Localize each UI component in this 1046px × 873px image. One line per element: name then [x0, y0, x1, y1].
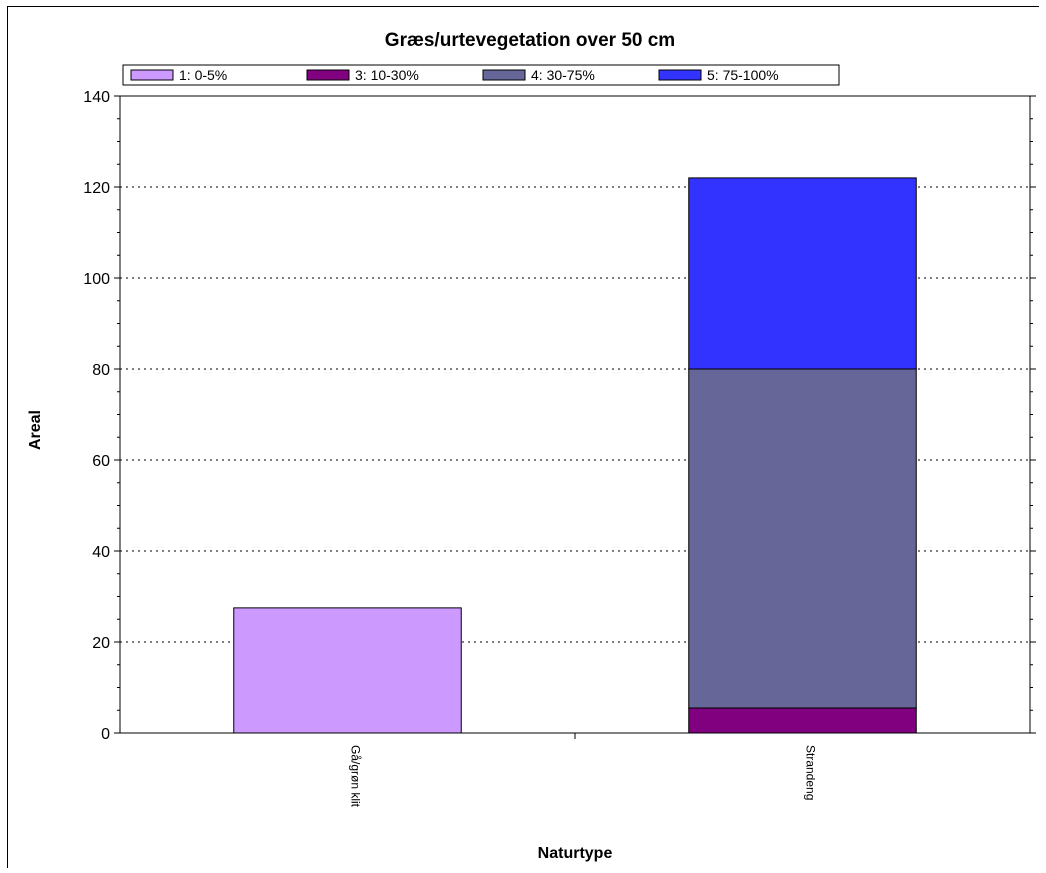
legend-swatch: [306, 69, 350, 81]
x-axis-title: Naturtype: [538, 845, 613, 862]
bar-segment: [688, 707, 917, 734]
y-tick-label: 0: [101, 726, 110, 743]
legend-label: 5: 75-100%: [707, 67, 779, 83]
legend-label: 4: 30-75%: [531, 67, 595, 83]
y-tick-label: 60: [92, 453, 110, 470]
legend-label: 3: 10-30%: [355, 67, 419, 83]
y-tick-label: 100: [83, 271, 110, 288]
y-tick-label: 120: [83, 180, 110, 197]
bars: [233, 177, 917, 734]
x-category-label: Strandeng: [804, 745, 818, 800]
legend-swatch: [482, 69, 526, 81]
x-category-labels: Gå/grøn klit Strandeng: [349, 733, 818, 808]
y-tick-label: 80: [92, 362, 110, 379]
bar-segment: [233, 607, 462, 734]
y-tick-label: 40: [92, 544, 110, 561]
y-tick-label: 20: [92, 635, 110, 652]
y-axis-title: Areal: [27, 410, 44, 450]
legend-swatch: [130, 69, 174, 81]
bar-segment: [688, 368, 917, 709]
legend: 1: 0-5% 3: 10-30% 4: 30-75% 5: 75-100%: [122, 64, 840, 86]
x-category-label: Gå/grøn klit: [349, 745, 363, 808]
legend-swatch: [658, 69, 702, 81]
y-ticks: 0 20 40 60 80 100 120 140: [83, 89, 1036, 743]
legend-label: 1: 0-5%: [179, 67, 227, 83]
y-tick-label: 140: [83, 89, 110, 106]
bar-segment: [688, 177, 917, 370]
chart-title: Græs/urtevegetation over 50 cm: [385, 30, 675, 51]
